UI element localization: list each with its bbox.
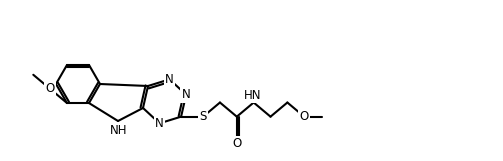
Text: S: S	[199, 110, 207, 123]
Text: HN: HN	[244, 89, 262, 102]
Text: O: O	[232, 137, 241, 150]
Text: NH: NH	[110, 123, 128, 137]
Text: O: O	[300, 110, 309, 123]
Text: O: O	[46, 82, 55, 95]
Text: N: N	[155, 117, 164, 130]
Text: N: N	[182, 88, 191, 101]
Text: N: N	[165, 73, 174, 86]
